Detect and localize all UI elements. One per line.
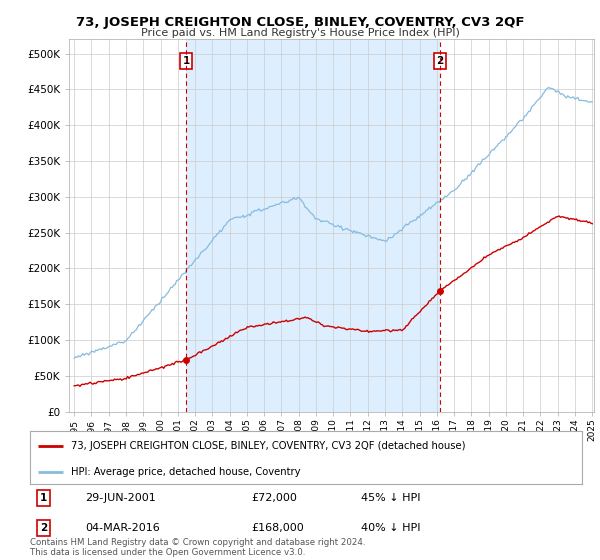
Text: 04-MAR-2016: 04-MAR-2016 <box>85 524 160 533</box>
Text: HPI: Average price, detached house, Coventry: HPI: Average price, detached house, Cove… <box>71 467 301 477</box>
Text: 45% ↓ HPI: 45% ↓ HPI <box>361 493 421 502</box>
Text: £72,000: £72,000 <box>251 493 296 502</box>
Text: Contains HM Land Registry data © Crown copyright and database right 2024.
This d: Contains HM Land Registry data © Crown c… <box>30 538 365 557</box>
Text: 1: 1 <box>182 56 190 66</box>
Text: 40% ↓ HPI: 40% ↓ HPI <box>361 524 421 533</box>
Text: 1: 1 <box>40 493 47 502</box>
Text: £168,000: £168,000 <box>251 524 304 533</box>
Text: 2: 2 <box>436 56 443 66</box>
Text: 73, JOSEPH CREIGHTON CLOSE, BINLEY, COVENTRY, CV3 2QF (detached house): 73, JOSEPH CREIGHTON CLOSE, BINLEY, COVE… <box>71 441 466 451</box>
Bar <box>186 39 440 412</box>
Text: Price paid vs. HM Land Registry's House Price Index (HPI): Price paid vs. HM Land Registry's House … <box>140 28 460 38</box>
Text: 73, JOSEPH CREIGHTON CLOSE, BINLEY, COVENTRY, CV3 2QF: 73, JOSEPH CREIGHTON CLOSE, BINLEY, COVE… <box>76 16 524 29</box>
Text: 29-JUN-2001: 29-JUN-2001 <box>85 493 156 502</box>
Text: 2: 2 <box>40 524 47 533</box>
